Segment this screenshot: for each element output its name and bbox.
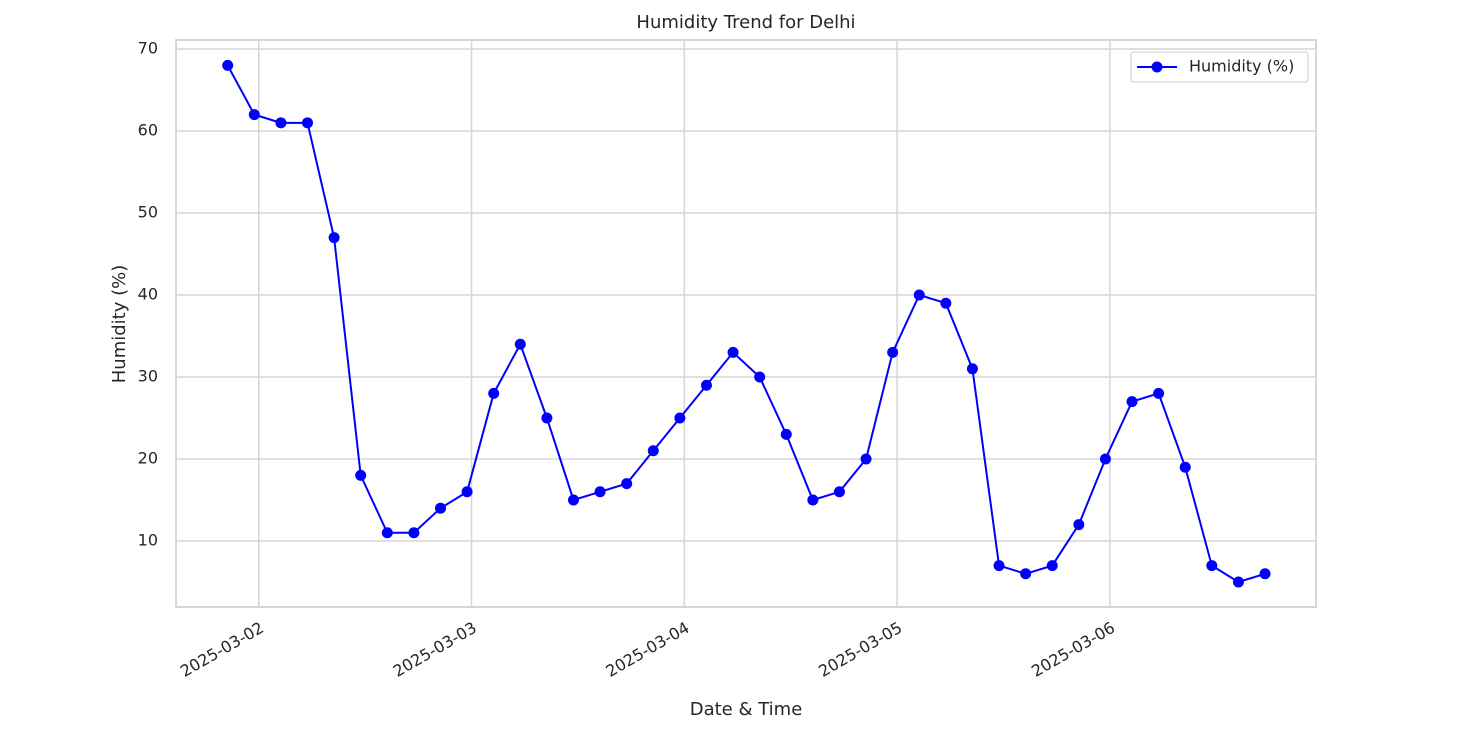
data-point (514, 338, 526, 350)
x-tick-label: 2025-03-04 (603, 618, 693, 681)
y-tick-label: 40 (138, 285, 158, 304)
x-axis-label: Date & Time (690, 699, 803, 720)
data-point (1259, 568, 1271, 580)
legend-box (1130, 51, 1309, 83)
data-point (647, 445, 659, 457)
data-point (1179, 461, 1191, 473)
data-point (1020, 568, 1032, 580)
data-point (993, 560, 1005, 572)
data-point (355, 469, 367, 481)
data-point (1099, 453, 1111, 465)
data-point (860, 453, 872, 465)
y-tick-label: 50 (138, 203, 158, 222)
data-point (1046, 560, 1058, 572)
data-point (966, 363, 978, 375)
y-tick-label: 30 (138, 367, 158, 386)
data-point (541, 412, 553, 424)
data-point (807, 494, 819, 506)
data-point (621, 478, 633, 490)
y-axis-label: Humidity (%) (109, 265, 130, 384)
data-point (594, 486, 606, 498)
x-tick-label: 2025-03-03 (390, 618, 480, 681)
data-point (222, 59, 234, 71)
data-point (780, 428, 792, 440)
data-point (381, 527, 393, 539)
data-point (674, 412, 686, 424)
data-point (700, 379, 712, 391)
data-point (488, 387, 500, 399)
data-point (567, 494, 579, 506)
data-point (754, 371, 766, 383)
data-point (408, 527, 420, 539)
data-point (913, 289, 925, 301)
data-point (1126, 396, 1138, 408)
data-line (226, 64, 1266, 584)
data-point (302, 117, 314, 129)
chart-title: Humidity Trend for Delhi (636, 12, 855, 33)
y-tick-label: 60 (138, 121, 158, 140)
x-tick-label: 2025-03-06 (1028, 618, 1118, 681)
data-point (727, 346, 739, 358)
data-point (275, 117, 287, 129)
x-tick-label: 2025-03-02 (177, 618, 267, 681)
legend-label: Humidity (%) (1189, 57, 1294, 76)
legend-marker (1151, 61, 1163, 73)
data-point (248, 109, 260, 121)
plot-frame (175, 39, 1317, 608)
data-point (887, 346, 899, 358)
data-point (833, 486, 845, 498)
y-tick-label: 10 (138, 530, 158, 549)
y-tick-label: 70 (138, 39, 158, 58)
data-point (328, 232, 340, 244)
data-point (1232, 576, 1244, 588)
data-point (1073, 519, 1085, 531)
y-tick-label: 20 (138, 448, 158, 467)
data-point (1153, 387, 1165, 399)
data-point (434, 502, 446, 514)
data-point (461, 486, 473, 498)
x-tick-label: 2025-03-05 (815, 618, 905, 681)
data-point (1206, 560, 1218, 572)
data-point (940, 297, 952, 309)
